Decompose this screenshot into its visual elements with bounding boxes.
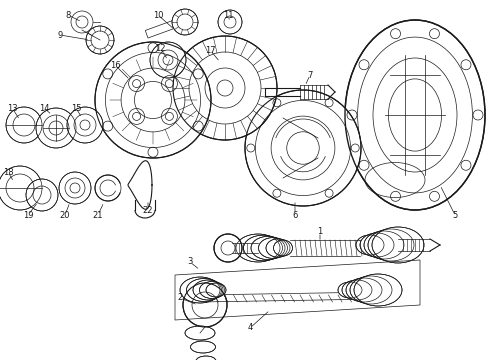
Ellipse shape — [345, 20, 485, 210]
Text: 2: 2 — [177, 293, 183, 302]
Circle shape — [218, 10, 242, 34]
Circle shape — [245, 90, 361, 206]
Text: 11: 11 — [223, 10, 233, 19]
Circle shape — [173, 36, 277, 140]
Ellipse shape — [199, 282, 224, 298]
Text: 10: 10 — [153, 10, 163, 19]
Circle shape — [0, 166, 42, 210]
Text: 14: 14 — [39, 104, 49, 112]
Text: 13: 13 — [7, 104, 17, 112]
Ellipse shape — [350, 276, 392, 304]
Ellipse shape — [360, 233, 394, 257]
Ellipse shape — [180, 277, 220, 303]
Circle shape — [183, 283, 227, 327]
Circle shape — [59, 172, 91, 204]
Ellipse shape — [251, 237, 285, 260]
Text: 19: 19 — [23, 211, 33, 220]
Circle shape — [67, 107, 103, 143]
Text: 15: 15 — [71, 104, 81, 112]
Ellipse shape — [354, 274, 402, 306]
Circle shape — [6, 107, 42, 143]
Text: 4: 4 — [247, 324, 253, 333]
Ellipse shape — [364, 231, 404, 259]
Text: 22: 22 — [143, 206, 153, 215]
Ellipse shape — [273, 240, 293, 256]
Ellipse shape — [187, 279, 221, 302]
Circle shape — [95, 175, 121, 201]
Text: 8: 8 — [65, 10, 71, 19]
Circle shape — [172, 9, 198, 35]
Ellipse shape — [342, 280, 372, 300]
Circle shape — [150, 42, 186, 78]
Text: 9: 9 — [57, 31, 63, 40]
Circle shape — [95, 42, 211, 158]
Text: 21: 21 — [93, 211, 103, 220]
Ellipse shape — [244, 235, 283, 261]
Text: 16: 16 — [110, 60, 121, 69]
Ellipse shape — [259, 238, 288, 258]
Text: 6: 6 — [293, 211, 298, 220]
Circle shape — [26, 179, 58, 211]
Ellipse shape — [206, 283, 226, 297]
Ellipse shape — [372, 227, 424, 263]
Ellipse shape — [193, 280, 223, 300]
Ellipse shape — [338, 282, 362, 298]
Circle shape — [214, 234, 242, 262]
Bar — [145, 17, 186, 38]
Circle shape — [36, 108, 76, 148]
Text: 20: 20 — [60, 211, 70, 220]
Ellipse shape — [266, 239, 290, 257]
Text: 5: 5 — [452, 211, 458, 220]
Ellipse shape — [185, 326, 215, 340]
Ellipse shape — [191, 341, 216, 353]
Ellipse shape — [346, 278, 382, 302]
Ellipse shape — [196, 356, 216, 360]
Text: 17: 17 — [205, 45, 215, 54]
Ellipse shape — [356, 235, 384, 255]
Circle shape — [86, 26, 114, 54]
Ellipse shape — [368, 229, 414, 261]
Text: 18: 18 — [2, 167, 13, 176]
Text: 3: 3 — [187, 257, 193, 266]
Text: 1: 1 — [318, 228, 322, 237]
Text: 12: 12 — [155, 44, 165, 53]
Text: 7: 7 — [307, 71, 313, 80]
Ellipse shape — [236, 234, 280, 262]
